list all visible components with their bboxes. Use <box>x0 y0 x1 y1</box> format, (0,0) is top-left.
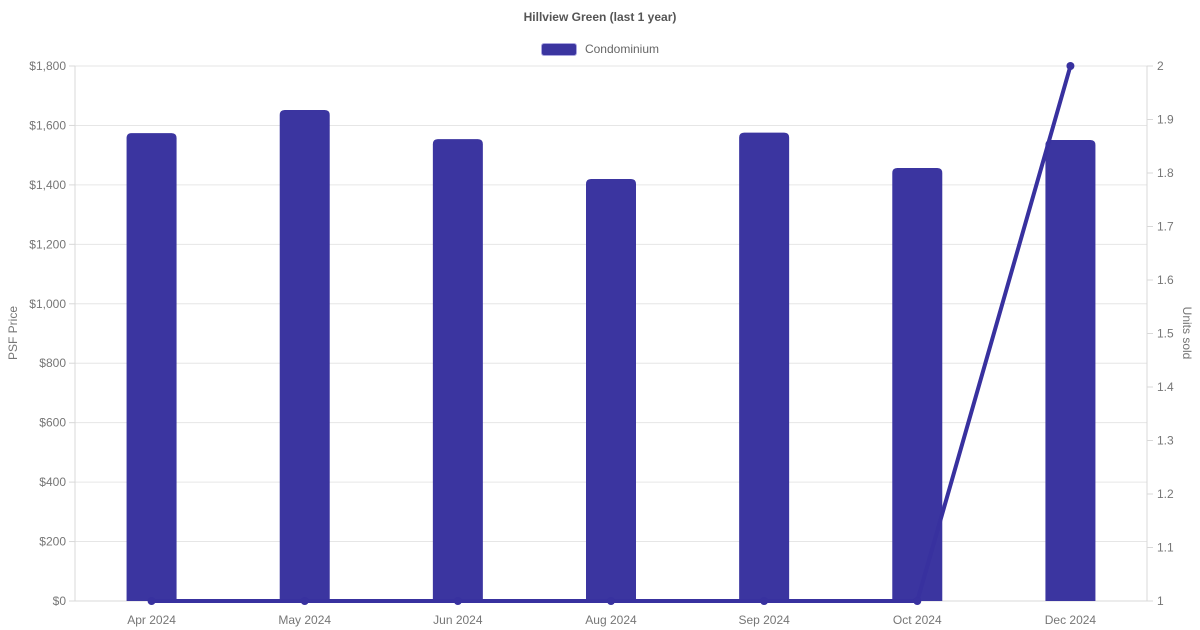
data-point-marker <box>147 597 156 605</box>
chart-title: Hillview Green (last 1 year) <box>523 10 677 24</box>
right-axis-tick-label: 1.7 <box>1157 220 1174 234</box>
right-axis-tick-label: 1.2 <box>1157 487 1174 501</box>
right-axis-tick-label: 1 <box>1157 594 1164 608</box>
bar <box>739 132 790 602</box>
legend-swatch-condominium <box>540 42 577 56</box>
left-axis-tick-label: $1,200 <box>29 237 66 251</box>
x-axis-tick-label: Aug 2024 <box>585 613 637 627</box>
x-axis-tick-label: Apr 2024 <box>127 613 176 627</box>
right-axis-tick-label: 1.1 <box>1157 541 1174 555</box>
right-axis-tick-label: 1.6 <box>1157 273 1174 287</box>
legend: Condominium <box>0 42 1200 56</box>
left-axis-tick-label: $1,000 <box>29 297 66 311</box>
right-axis-tick-label: 1.3 <box>1157 434 1174 448</box>
legend-label-condominium: Condominium <box>584 42 660 56</box>
left-axis-tick-label: $400 <box>39 475 66 489</box>
left-axis-tick-label: $1,600 <box>29 118 66 132</box>
data-point-marker <box>607 597 615 605</box>
left-axis-tick-label: $1,400 <box>29 178 66 192</box>
bar <box>892 167 943 602</box>
data-point-marker <box>453 597 462 605</box>
left-axis-tick-label: $600 <box>39 416 66 430</box>
x-axis-tick-label: May 2024 <box>278 613 331 627</box>
right-axis-tick-label: 1.4 <box>1157 380 1174 394</box>
left-axis-tick-label: $1,800 <box>29 59 66 73</box>
data-point-marker <box>1066 62 1075 70</box>
right-axis-tick-label: 1.5 <box>1157 327 1174 341</box>
x-axis-tick-label: Oct 2024 <box>893 613 942 627</box>
right-axis-tick-label: 2 <box>1157 59 1164 73</box>
data-point-marker <box>760 597 769 605</box>
right-axis-tick-label: 1.9 <box>1157 113 1174 127</box>
left-axis-tick-label: $0 <box>53 594 67 608</box>
bar <box>1045 140 1096 601</box>
x-axis-tick-label: Jun 2024 <box>433 613 483 627</box>
x-axis-tick-label: Dec 2024 <box>1045 613 1097 627</box>
data-point-marker <box>300 597 309 605</box>
x-axis-tick-label: Sep 2024 <box>738 613 790 627</box>
bar <box>279 109 330 601</box>
bar <box>586 178 636 601</box>
left-axis-tick-label: $200 <box>39 535 66 549</box>
left-axis-tick-label: $800 <box>39 356 66 370</box>
bar <box>126 133 177 601</box>
bar <box>432 139 483 601</box>
right-axis-tick-label: 1.8 <box>1157 166 1174 180</box>
data-point-marker <box>913 597 922 605</box>
